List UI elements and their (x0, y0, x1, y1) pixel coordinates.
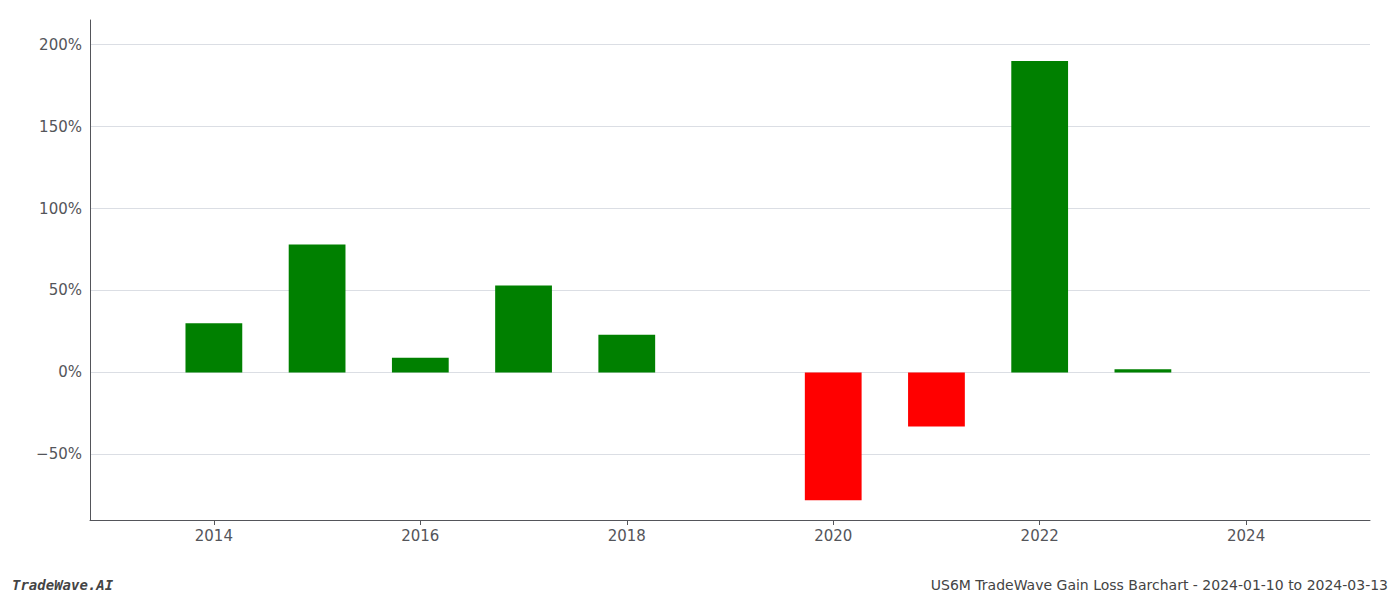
svg-text:TradeWave.AI: TradeWave.AI (12, 577, 114, 593)
svg-text:50%: 50% (49, 281, 82, 299)
svg-text:2022: 2022 (1021, 527, 1059, 545)
svg-text:2018: 2018 (608, 527, 646, 545)
svg-text:2014: 2014 (195, 527, 233, 545)
svg-text:2024: 2024 (1227, 527, 1265, 545)
svg-text:2020: 2020 (814, 527, 852, 545)
svg-text:150%: 150% (39, 118, 82, 136)
svg-text:US6M TradeWave Gain Loss Barch: US6M TradeWave Gain Loss Barchart - 2024… (931, 577, 1388, 593)
svg-text:−50%: −50% (36, 445, 82, 463)
svg-text:0%: 0% (58, 363, 82, 381)
svg-text:200%: 200% (39, 36, 82, 54)
svg-text:2016: 2016 (401, 527, 439, 545)
svg-text:100%: 100% (39, 200, 82, 218)
